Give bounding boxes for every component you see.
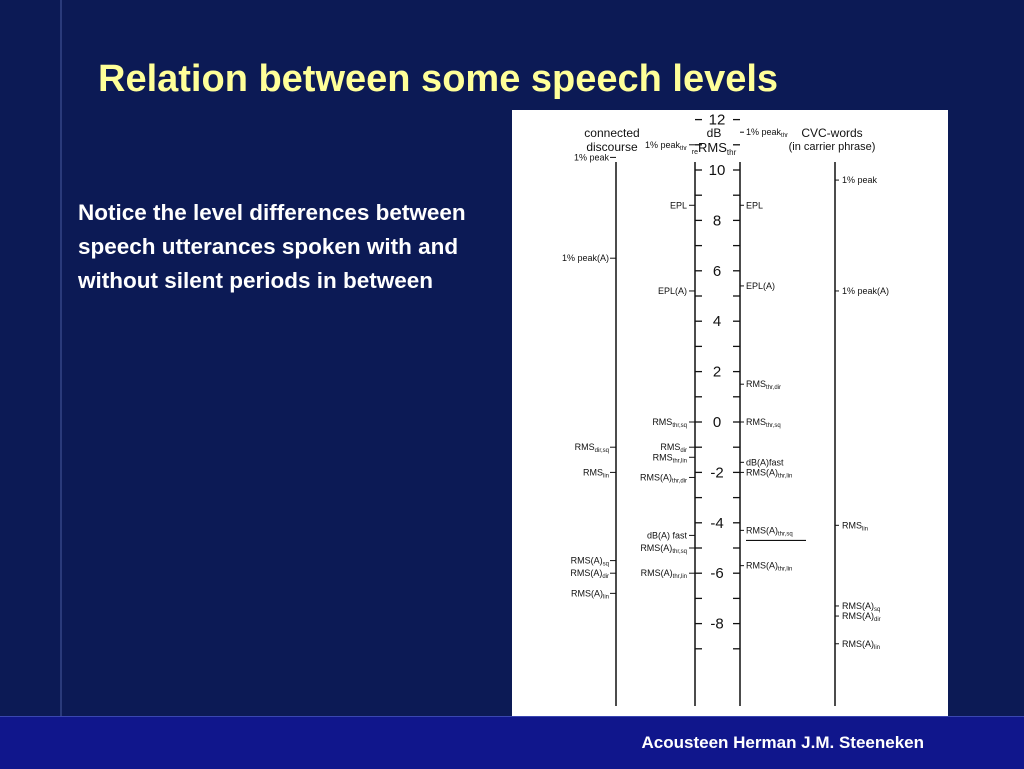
body-text: Notice the level differences between spe…: [78, 200, 466, 293]
right-outer-level-label: RMS(A)sq: [842, 601, 880, 613]
left-inner-level-label: RMS(A)thr,lin: [641, 568, 687, 580]
slide-title: Relation between some speech levels: [98, 58, 779, 100]
left-inner-level-label: RMSthr,sq: [652, 417, 687, 429]
left-inner-level-label: EPL: [670, 200, 687, 210]
left-inner-level-label: EPL(A): [658, 286, 687, 296]
header-right-line2: (in carrier phrase): [789, 141, 876, 153]
left-outer-level-label: 1% peak: [574, 152, 610, 162]
header-left-line1: connected: [584, 126, 639, 140]
header-middle-pre: re: [692, 149, 698, 156]
right-inner-level-label: RMS(A)thr,sq: [746, 525, 793, 537]
header-right-line1: CVC-words: [801, 126, 862, 140]
left-inner-level-label: RMSdir: [660, 442, 687, 454]
scale-tick-label: 10: [709, 162, 726, 179]
scale-tick-label: -8: [710, 616, 723, 633]
right-inner-level-label: dB(A)fast: [746, 457, 784, 467]
scale-tick-label: -4: [710, 515, 723, 532]
right-inner-level-label: RMS(A)thr,lin: [746, 561, 792, 573]
header-middle-line1: dB: [707, 126, 722, 140]
scale-tick-label: 4: [713, 313, 721, 330]
right-inner-level-label: EPL: [746, 200, 763, 210]
right-outer-level-label: 1% peak(A): [842, 286, 889, 296]
left-outer-level-label: RMS(A)dir: [570, 568, 609, 580]
left-inner-level-label: RMS(A)thr,dir: [640, 472, 687, 484]
scale-tick-label: -6: [710, 565, 723, 582]
right-outer-level-label: RMS(A)dir: [842, 611, 881, 623]
right-inner-level-label: 1% peakthr: [746, 127, 788, 139]
right-inner-level-label: RMSthr,dir: [746, 379, 781, 391]
header-middle-sub: thr: [727, 148, 737, 157]
speech-levels-figure: connected discourse dB reRMSthr CVC-word…: [512, 110, 948, 716]
left-outer-level-label: RMS(A)sq: [571, 556, 609, 568]
scale-tick-label: -2: [710, 464, 723, 481]
left-outer-level-label: 1% peak(A): [562, 253, 609, 263]
header-left-line2: discourse: [586, 140, 638, 154]
right-inner-level-label: RMS(A)thr,lin: [746, 467, 792, 479]
scale-tick-label: 6: [713, 263, 721, 280]
left-inner-level-label: RMS(A)thr,sq: [640, 543, 687, 555]
speech-levels-diagram: connected discourse dB reRMSthr CVC-word…: [562, 112, 889, 706]
left-inner-level-label: 1% peakthr: [645, 140, 687, 152]
left-outer-level-label: RMSdir,sq: [575, 442, 609, 454]
scale-tick-label: 8: [713, 212, 721, 229]
header-middle-line2: reRMSthr: [692, 140, 737, 157]
footer-author: Acousteen Herman J.M. Steeneken: [641, 733, 924, 752]
scale-tick-label: 0: [713, 414, 721, 431]
right-inner-level-label: EPL(A): [746, 281, 775, 291]
left-inner-level-label: dB(A) fast: [647, 530, 688, 540]
right-inner-level-label: RMSthr,sq: [746, 417, 781, 429]
scale-tick-label: 2: [713, 364, 721, 381]
scale-tick-label: 12: [709, 112, 726, 129]
header-middle-main: RMS: [698, 140, 727, 155]
footer-bar: Acousteen Herman J.M. Steeneken: [0, 716, 1024, 769]
left-inner-level-label: RMSthr,lin: [653, 452, 687, 464]
right-outer-level-label: 1% peak: [842, 175, 878, 185]
left-outer-level-label: RMSlin: [583, 467, 609, 479]
left-divider-line: [60, 0, 62, 716]
right-outer-level-label: RMSlin: [842, 520, 868, 532]
right-outer-level-label: RMS(A)lin: [842, 639, 880, 651]
left-outer-level-label: RMS(A)lin: [571, 588, 609, 600]
